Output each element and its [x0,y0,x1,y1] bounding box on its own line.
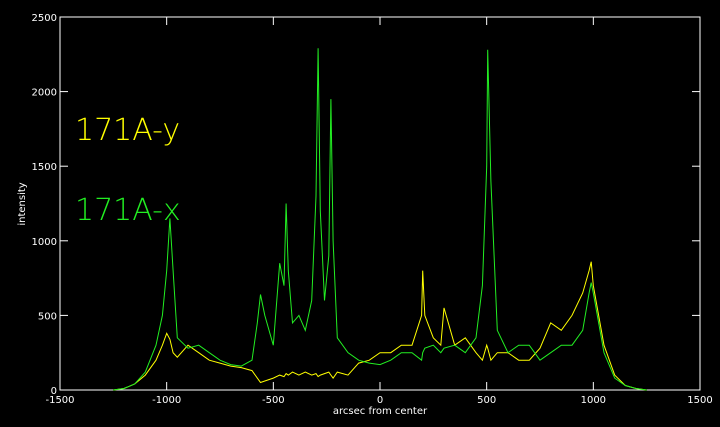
x-tick-label: 1000 [581,395,606,406]
y-tick-label: 1500 [32,162,57,173]
y-tick-label: 2500 [32,13,57,24]
legend-label: 171A-y [75,113,180,148]
x-tick-label: -1500 [45,395,74,406]
y-tick-label: 500 [38,311,57,322]
legend-label: 171A-x [75,193,181,228]
series-line [113,48,647,391]
x-axis-label: arcsec from center [333,406,428,417]
x-tick-label: 500 [477,395,496,406]
x-tick-label: 1500 [687,395,712,406]
y-tick-label: 2000 [32,88,57,99]
y-axis-label: intensity [17,182,28,225]
y-tick-label: 0 [51,386,57,397]
series-line [113,261,647,391]
x-tick-label: -1000 [152,395,181,406]
x-tick-label: 0 [377,395,383,406]
x-tick-label: -500 [262,395,285,406]
y-tick-label: 1000 [32,237,57,248]
